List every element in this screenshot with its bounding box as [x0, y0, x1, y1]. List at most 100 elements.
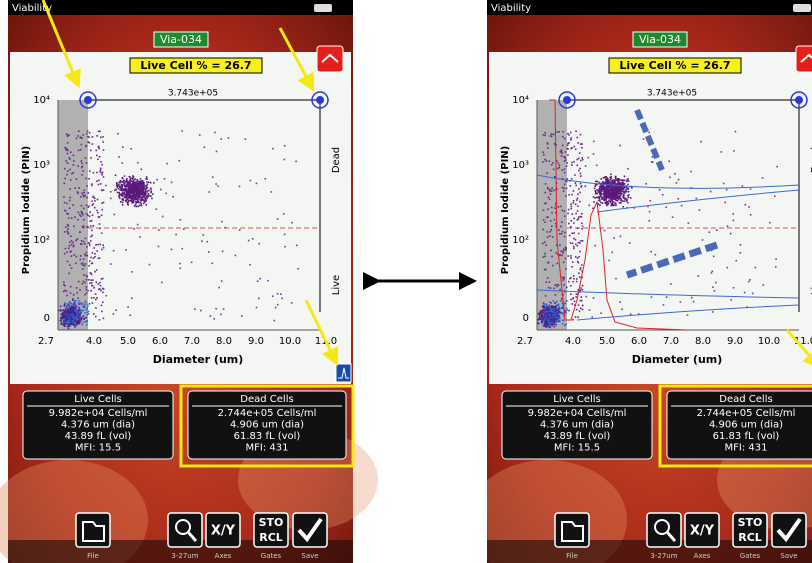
event-dot: [69, 168, 71, 171]
event-dot: [139, 204, 141, 207]
event-dot: [543, 316, 545, 318]
gate-toggle-button[interactable]: [316, 45, 344, 73]
toolbar-button[interactable]: [205, 512, 241, 548]
toolbar-button[interactable]: [292, 512, 328, 548]
event-dot: [546, 236, 549, 239]
toolbar-button[interactable]: [646, 512, 682, 548]
event-dot: [605, 200, 608, 203]
fit-line: [596, 189, 800, 213]
event-dot: [599, 186, 601, 188]
event-dot: [125, 188, 127, 190]
gate-handle[interactable]: [79, 91, 97, 109]
event-dot: [78, 130, 80, 133]
event-dot: [102, 291, 104, 294]
event-dot: [100, 278, 103, 280]
event-dot: [554, 211, 557, 214]
event-dot: [575, 296, 577, 298]
event-dot: [581, 240, 584, 242]
event-dot: [697, 275, 700, 277]
event-dot: [547, 216, 549, 218]
event-dot: [63, 324, 65, 327]
event-dot: [70, 243, 73, 246]
event-dot: [577, 261, 580, 264]
event-dot: [600, 178, 603, 180]
event-dot: [603, 197, 606, 200]
event-dot: [573, 145, 576, 148]
event-dot: [554, 301, 557, 304]
event-dot: [579, 175, 582, 177]
event-dot: [552, 322, 555, 325]
event-dot: [74, 324, 77, 326]
event-dot: [71, 172, 73, 175]
event-dot: [619, 182, 622, 185]
event-dot: [561, 144, 564, 147]
event-dot: [86, 311, 89, 314]
event-dot: [562, 190, 565, 192]
event-dot: [96, 297, 98, 299]
event-dot: [550, 312, 553, 314]
histogram-curve: [549, 99, 688, 331]
event-dot: [138, 181, 141, 184]
event-dot: [613, 186, 615, 188]
event-dot: [126, 190, 129, 193]
event-dot: [75, 324, 78, 327]
toolbar-button[interactable]: [771, 512, 807, 548]
event-dot: [568, 234, 571, 237]
event-dot: [570, 178, 573, 180]
event-dot: [283, 233, 286, 236]
event-dot: [143, 195, 145, 197]
event-dot: [550, 249, 552, 252]
event-dot: [85, 292, 88, 294]
event-dot: [620, 179, 623, 182]
gate-handle[interactable]: [558, 91, 576, 109]
event-dot: [60, 318, 62, 320]
event-dot: [548, 190, 551, 192]
event-dot: [553, 218, 556, 221]
y-axis-label: Propidium Iodide (PIN): [500, 146, 511, 274]
gate-handle[interactable]: [311, 91, 329, 109]
event-dot: [555, 222, 557, 225]
event-dot: [542, 316, 544, 319]
fit-line: [576, 304, 800, 321]
toolbar-button[interactable]: [253, 512, 289, 548]
event-dot: [570, 257, 572, 259]
event-dot: [82, 315, 85, 317]
event-dot: [99, 243, 101, 246]
event-dot: [724, 201, 726, 204]
event-dot: [156, 178, 158, 181]
event-dot: [81, 162, 83, 165]
event-dot: [128, 186, 130, 189]
event-dot: [570, 164, 573, 166]
event-dot: [143, 200, 145, 202]
toolbar-button[interactable]: [167, 512, 203, 548]
event-dot: [616, 188, 618, 191]
gate-handle[interactable]: [790, 91, 808, 109]
event-dot: [610, 191, 613, 193]
event-dot: [212, 176, 214, 178]
event-dot: [118, 186, 121, 189]
event-dot: [614, 196, 617, 199]
event-dot: [761, 177, 764, 179]
event-dot: [577, 241, 580, 244]
y-tick-label: 0: [523, 313, 529, 324]
event-dot: [142, 192, 144, 195]
event-dot: [99, 169, 102, 171]
event-dot: [562, 252, 564, 254]
event-dot: [76, 321, 79, 324]
event-dot: [613, 237, 615, 239]
event-dot: [140, 168, 143, 171]
event-dot: [87, 289, 89, 292]
event-dot: [65, 133, 68, 135]
toolbar-button[interactable]: [684, 512, 720, 548]
event-dot: [146, 178, 148, 180]
event-dot: [600, 182, 602, 185]
event-dot: [73, 314, 76, 317]
toolbar-button[interactable]: [732, 512, 768, 548]
fit-line: [536, 289, 800, 299]
event-dot: [556, 308, 559, 310]
event-dot: [82, 306, 85, 308]
event-dot: [606, 196, 608, 199]
event-dot: [145, 186, 148, 188]
event-dot: [113, 213, 116, 216]
event-dot: [593, 140, 595, 143]
